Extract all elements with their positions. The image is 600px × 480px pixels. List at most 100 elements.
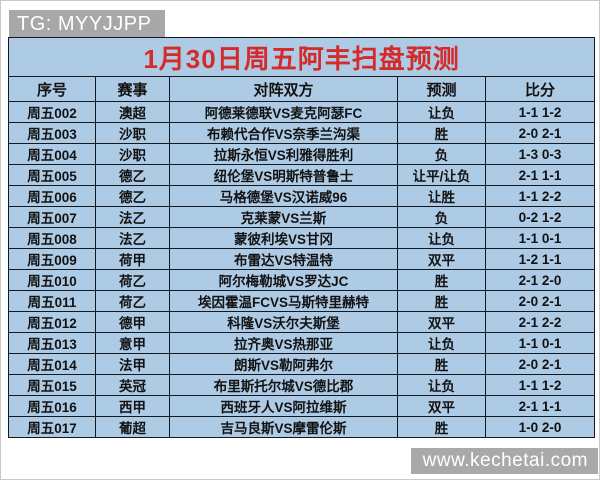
row-serial: 周五006 — [8, 185, 96, 207]
row-league: 德甲 — [95, 311, 170, 333]
row-score: 2-0 2-1 — [484, 353, 596, 375]
row-league: 德乙 — [95, 164, 170, 186]
row-score: 2-1 2-2 — [484, 311, 596, 333]
row-matchup: 朗斯VS勒阿弗尔 — [169, 353, 398, 375]
table-row: 周五015 英冠 布里斯托尔城VS德比郡 让负 1-1 1-2 — [8, 374, 596, 396]
row-score: 1-1 0-1 — [484, 227, 596, 249]
table-row: 周五007 法乙 克莱蒙VS兰斯 负 0-2 1-2 — [8, 206, 596, 228]
row-serial: 周五008 — [8, 227, 96, 249]
row-league: 法乙 — [95, 227, 170, 249]
column-header-serial: 序号 — [8, 76, 96, 102]
row-prediction: 双平 — [397, 395, 486, 417]
table-row: 周五002 澳超 阿德莱德联VS麦克阿瑟FC 让负 1-1 1-2 — [8, 101, 596, 123]
watermark-url: www.kechetai.com — [410, 448, 598, 474]
row-serial: 周五002 — [8, 101, 96, 123]
row-serial: 周五003 — [8, 122, 96, 144]
table-title-row: 1月30日周五阿丰扫盘预测 — [7, 37, 596, 77]
table-header-row: 序号 赛事 对阵双方 预测 比分 — [8, 76, 596, 102]
row-serial: 周五013 — [8, 332, 96, 354]
column-header-league: 赛事 — [95, 76, 170, 102]
row-score: 1-0 2-0 — [484, 416, 596, 438]
row-prediction: 胜 — [397, 416, 486, 438]
row-matchup: 阿德莱德联VS麦克阿瑟FC — [169, 101, 398, 123]
row-serial: 周五005 — [8, 164, 96, 186]
row-league: 澳超 — [95, 101, 170, 123]
row-league: 葡超 — [95, 416, 170, 438]
table-row: 周五010 荷乙 阿尔梅勒城VS罗达JC 胜 2-1 2-0 — [8, 269, 596, 291]
row-matchup: 阿尔梅勒城VS罗达JC — [169, 269, 398, 291]
row-prediction: 让负 — [397, 101, 486, 123]
row-prediction: 胜 — [397, 122, 486, 144]
row-score: 2-1 1-1 — [484, 164, 596, 186]
row-league: 德乙 — [95, 185, 170, 207]
row-league: 法乙 — [95, 206, 170, 228]
row-score: 1-3 0-3 — [484, 143, 596, 165]
telegram-handle-badge: TG: MYYJJPP — [9, 10, 166, 39]
row-matchup: 布赖代合作VS奈季兰沟渠 — [169, 122, 398, 144]
column-header-matchup: 对阵双方 — [169, 76, 398, 102]
row-prediction: 让胜 — [397, 185, 486, 207]
row-matchup: 布雷达VS特温特 — [169, 248, 398, 270]
row-league: 沙职 — [95, 122, 170, 144]
row-serial: 周五016 — [8, 395, 96, 417]
table-row: 周五003 沙职 布赖代合作VS奈季兰沟渠 胜 2-0 2-1 — [8, 122, 596, 144]
row-serial: 周五012 — [8, 311, 96, 333]
row-league: 西甲 — [95, 395, 170, 417]
column-header-score: 比分 — [484, 76, 596, 102]
row-score: 2-0 2-1 — [484, 290, 596, 312]
row-serial: 周五004 — [8, 143, 96, 165]
row-serial: 周五015 — [8, 374, 96, 396]
row-score: 1-1 1-2 — [484, 374, 596, 396]
row-league: 沙职 — [95, 143, 170, 165]
row-league: 荷乙 — [95, 290, 170, 312]
row-prediction: 胜 — [397, 269, 486, 291]
table-row: 周五009 荷甲 布雷达VS特温特 双平 1-2 1-1 — [8, 248, 596, 270]
row-league: 意甲 — [95, 332, 170, 354]
row-score: 2-1 2-0 — [484, 269, 596, 291]
table-row: 周五008 法乙 蒙彼利埃VS甘冈 让负 1-1 0-1 — [8, 227, 596, 249]
row-matchup: 克莱蒙VS兰斯 — [169, 206, 398, 228]
table-row: 周五011 荷乙 埃因霍温FCVS马斯特里赫特 胜 2-0 2-1 — [8, 290, 596, 312]
row-score: 1-1 1-2 — [484, 101, 596, 123]
row-prediction: 负 — [397, 143, 486, 165]
table-row: 周五013 意甲 拉齐奥VS热那亚 让负 1-1 0-1 — [8, 332, 596, 354]
row-matchup: 西班牙人VS阿拉维斯 — [169, 395, 398, 417]
row-prediction: 让负 — [397, 227, 486, 249]
table-row: 周五016 西甲 西班牙人VS阿拉维斯 双平 2-1 1-1 — [8, 395, 596, 417]
row-score: 0-2 1-2 — [484, 206, 596, 228]
table-row: 周五012 德甲 科隆VS沃尔夫斯堡 双平 2-1 2-2 — [8, 311, 596, 333]
table-row: 周五017 葡超 吉马良斯VS摩雷伦斯 胜 1-0 2-0 — [8, 416, 596, 438]
row-prediction: 让平/让负 — [397, 164, 486, 186]
row-score: 1-2 1-1 — [484, 248, 596, 270]
prediction-table: 1月30日周五阿丰扫盘预测 序号 赛事 对阵双方 预测 比分 周五002 澳超 … — [7, 37, 596, 438]
table-title: 1月30日周五阿丰扫盘预测 — [7, 37, 596, 77]
row-prediction: 负 — [397, 206, 486, 228]
row-matchup: 吉马良斯VS摩雷伦斯 — [169, 416, 398, 438]
row-serial: 周五009 — [8, 248, 96, 270]
row-serial: 周五011 — [8, 290, 96, 312]
row-score: 1-1 2-2 — [484, 185, 596, 207]
table-row: 周五004 沙职 拉斯永恒VS利雅得胜利 负 1-3 0-3 — [8, 143, 596, 165]
row-matchup: 纽伦堡VS明斯特普鲁士 — [169, 164, 398, 186]
row-serial: 周五010 — [8, 269, 96, 291]
row-prediction: 胜 — [397, 290, 486, 312]
row-league: 荷甲 — [95, 248, 170, 270]
row-serial: 周五014 — [8, 353, 96, 375]
row-serial: 周五017 — [8, 416, 96, 438]
row-league: 荷乙 — [95, 269, 170, 291]
row-prediction: 胜 — [397, 353, 486, 375]
row-matchup: 拉齐奥VS热那亚 — [169, 332, 398, 354]
table-row: 周五006 德乙 马格德堡VS汉诺威96 让胜 1-1 2-2 — [8, 185, 596, 207]
row-score: 2-0 2-1 — [484, 122, 596, 144]
row-matchup: 布里斯托尔城VS德比郡 — [169, 374, 398, 396]
row-score: 1-1 0-1 — [484, 332, 596, 354]
row-prediction: 双平 — [397, 311, 486, 333]
row-prediction: 让负 — [397, 332, 486, 354]
row-matchup: 马格德堡VS汉诺威96 — [169, 185, 398, 207]
row-serial: 周五007 — [8, 206, 96, 228]
row-league: 法甲 — [95, 353, 170, 375]
row-score: 2-1 1-1 — [484, 395, 596, 417]
row-prediction: 让负 — [397, 374, 486, 396]
row-prediction: 双平 — [397, 248, 486, 270]
